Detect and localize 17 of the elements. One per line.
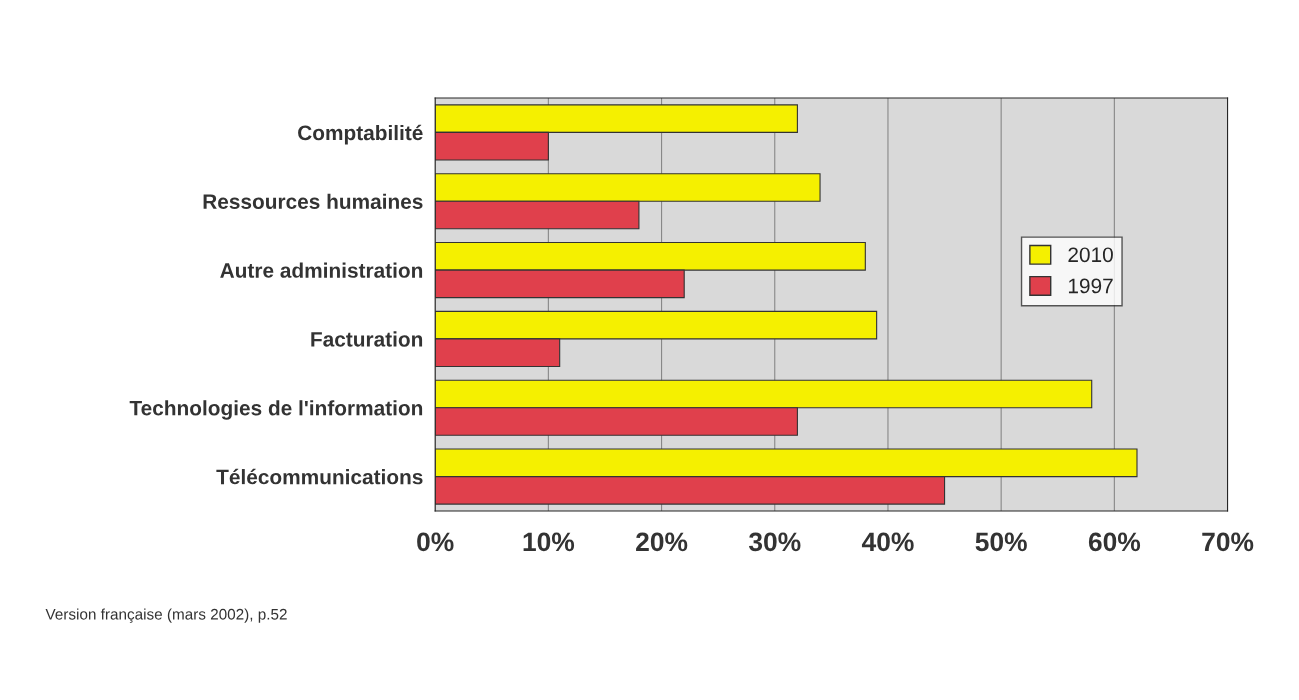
- y-tick-label: Autre administration: [220, 262, 423, 278]
- y-tick-label: Comptabilité: [298, 124, 423, 145]
- x-tick-label: 10%: [523, 532, 575, 552]
- y-tick-label: Technologies de l'information: [129, 400, 423, 420]
- x-tick-label: 20%: [636, 532, 688, 552]
- y-tick-label: Ressources humaines: [203, 193, 423, 209]
- y-tick-label: Facturation: [311, 331, 423, 347]
- text: Version française (mars 2002), p.52: [45, 608, 287, 623]
- x-tick-label: 70%: [1202, 532, 1254, 552]
- x-tick-label: 40%: [861, 532, 914, 552]
- legend-label: 2010: [1068, 247, 1113, 263]
- x-tick-label: 0%: [417, 532, 454, 552]
- x-tick-label: 50%: [975, 532, 1027, 552]
- x-tick-label: 30%: [748, 532, 801, 552]
- legend-label: 1997: [1068, 278, 1113, 294]
- x-tick-label: 60%: [1088, 532, 1141, 552]
- y-tick-label: Télécommunications: [216, 468, 423, 485]
